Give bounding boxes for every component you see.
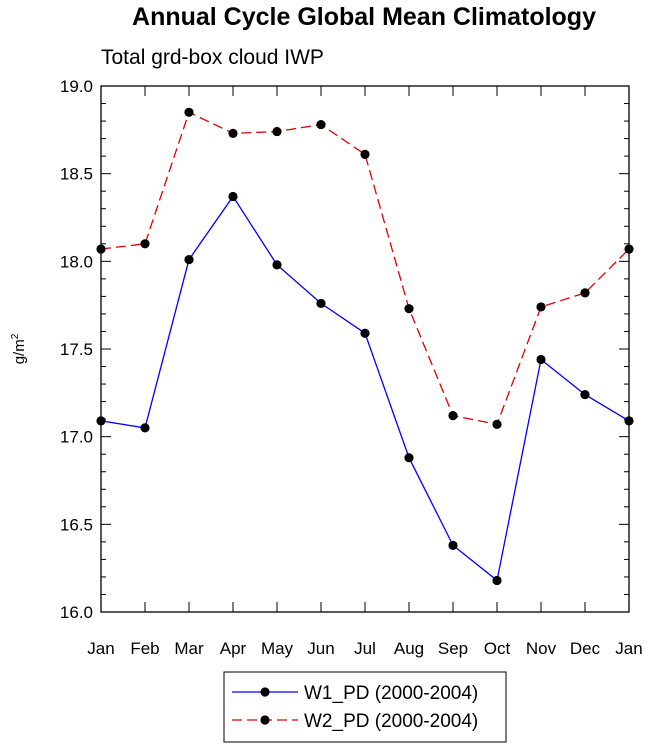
x-tick-label: Dec [570,639,601,658]
data-point-series-1 [492,575,502,586]
data-point-series-1 [536,354,546,365]
data-point-series-2 [228,128,238,138]
data-point-series-2 [140,239,150,249]
data-point-series-2 [404,304,414,314]
data-point-series-1 [448,540,458,550]
data-point-series-2 [272,126,282,137]
y-axis-label-superscript: 2 [10,333,21,339]
data-point-series-1 [272,260,282,270]
y-tick-label: 16.5 [60,515,93,534]
data-point-series-2 [580,288,590,298]
y-tick-label: 16.0 [60,603,93,622]
x-tick-label: Oct [484,639,511,658]
data-point-series-2 [316,119,326,130]
y-tick-label: 19.0 [60,77,93,96]
legend-box [223,671,507,743]
legend-marker-2 [260,715,270,725]
data-point-series-1 [228,191,238,202]
data-point-series-2 [448,411,458,421]
data-point-series-2 [492,419,502,429]
y-axis-label-unit: g/m [11,339,28,364]
legend: W1_PD (2000-2004) W2_PD (2000-2004) [223,671,507,743]
y-tick-label: 17.0 [60,428,93,447]
x-tick-label: Apr [220,639,247,658]
y-tick-label: 18.5 [60,165,93,184]
data-point-series-2 [360,149,370,159]
legend-label-1: W1_PD (2000-2004) [304,683,478,704]
x-tick-label: Mar [174,639,204,658]
data-point-series-1 [184,254,194,265]
legend-label-2: W2_PD (2000-2004) [304,711,478,732]
y-tick-label: 18.0 [60,252,93,271]
data-point-series-1 [316,298,326,309]
y-tick-label: 17.5 [60,340,93,359]
series-line-1 [100,195,630,582]
y-axis-label: g/m2 [10,333,28,364]
data-point-series-1 [404,453,414,463]
legend-marker-1 [260,687,270,697]
x-tick-label: Jan [87,639,114,658]
ticks-layer [100,85,630,613]
x-tick-label: Jun [307,639,334,658]
series-layer [96,107,634,586]
chart-subtitle: Total grd-box cloud IWP [101,46,324,69]
data-point-series-1 [360,328,370,338]
tick-labels-layer: 16.0 16.5 17.0 17.5 18.0 18.5 19.0 Jan Feb Mar Apr… [60,77,643,658]
x-tick-label: Jul [354,639,376,658]
x-tick-label: Nov [526,639,557,658]
plot-frame [100,85,630,613]
x-tick-label: Sep [438,639,468,658]
data-point-series-2 [184,107,194,117]
x-tick-label: Jan [615,639,642,658]
series-line-2 [100,111,630,426]
x-tick-label: May [261,639,294,658]
data-point-series-1 [140,423,150,433]
data-point-series-1 [580,389,590,400]
x-tick-label: Aug [394,639,424,658]
chart-title: Annual Cycle Global Mean Climatology [132,3,596,31]
x-tick-label: Feb [130,639,159,658]
data-point-series-2 [536,302,546,312]
